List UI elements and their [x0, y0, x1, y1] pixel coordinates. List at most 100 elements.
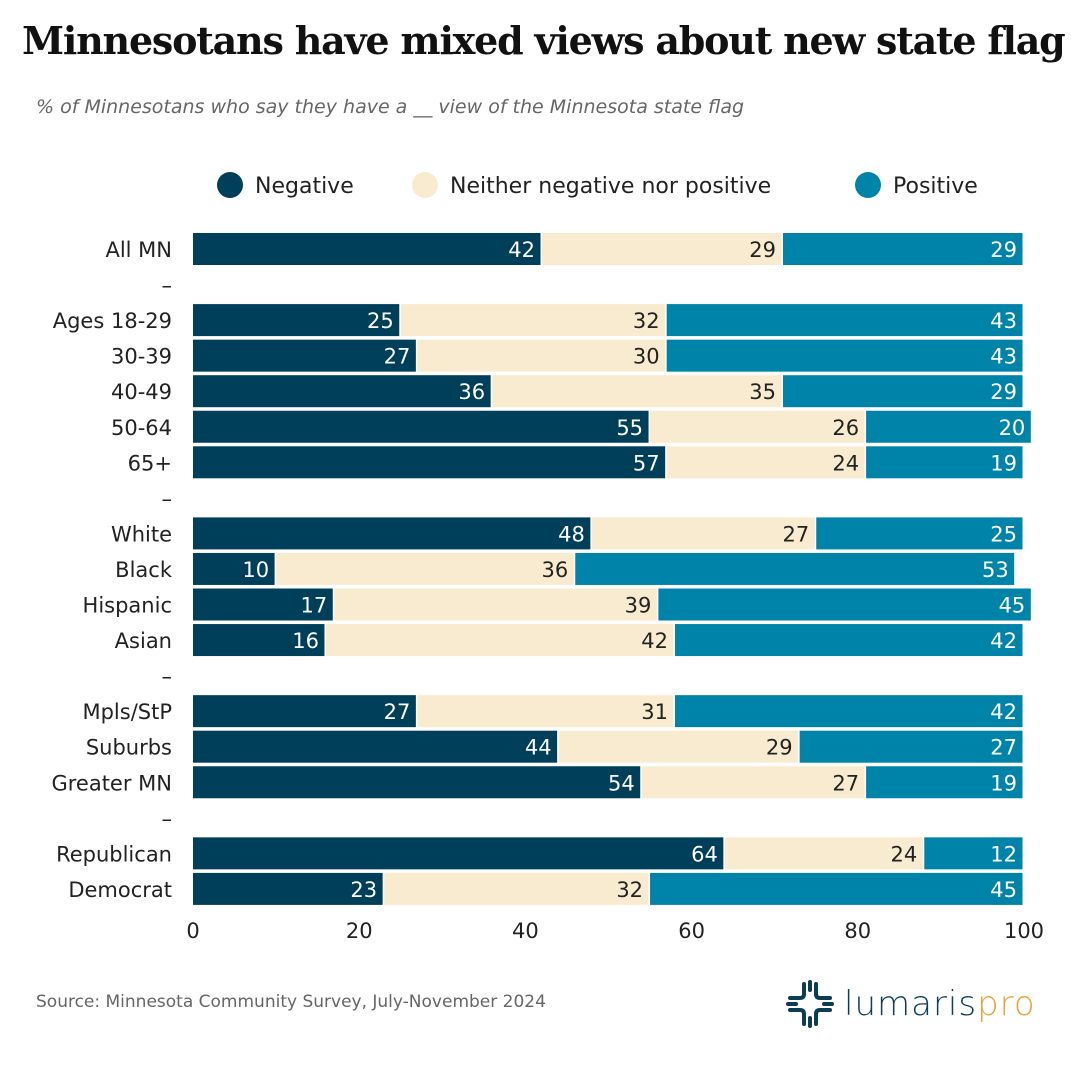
- category-label: Asian: [115, 629, 172, 653]
- data-label: 24: [832, 451, 859, 475]
- bar-segment: [799, 730, 1023, 763]
- bar-segment: [193, 837, 724, 870]
- bar-segment: [641, 766, 865, 799]
- bar-segment: [783, 233, 1023, 265]
- bar-segment: [658, 588, 1031, 621]
- category-label: Greater MN: [51, 771, 172, 795]
- category-label: Mpls/StP: [82, 700, 172, 724]
- data-label: 27: [384, 345, 411, 369]
- data-label: 29: [766, 736, 793, 760]
- data-label: 53: [982, 558, 1009, 582]
- x-tick-label: 0: [186, 919, 199, 943]
- bar-segment: [591, 517, 815, 550]
- bar-segment: [783, 375, 1023, 408]
- bar-segment: [650, 410, 865, 443]
- data-label: 36: [458, 380, 485, 404]
- bar-segment: [193, 304, 400, 337]
- bar-segment: [193, 766, 641, 799]
- source-note: Source: Minnesota Community Survey, July…: [36, 992, 546, 1012]
- bar-segment: [193, 872, 383, 905]
- bar-segment: [650, 872, 1023, 905]
- category-label: Suburbs: [86, 736, 172, 760]
- x-tick-label: 80: [844, 919, 871, 943]
- bar-segment: [193, 233, 541, 265]
- category-label: –: [162, 487, 173, 511]
- bar-segment: [193, 552, 275, 585]
- bar-segment: [276, 552, 574, 585]
- bar-segment: [193, 375, 491, 408]
- bar-segment: [866, 766, 1023, 799]
- category-label: Republican: [56, 842, 172, 866]
- data-label: 48: [558, 522, 585, 546]
- bar-segment: [666, 304, 1023, 337]
- data-label: 42: [990, 700, 1017, 724]
- bar-segment: [674, 695, 1023, 728]
- category-label: –: [162, 665, 173, 689]
- legend-label: Positive: [893, 174, 978, 199]
- bar-segment: [666, 446, 865, 479]
- data-label: 43: [990, 345, 1017, 369]
- data-label: 27: [384, 700, 411, 724]
- bar-segment: [193, 410, 649, 443]
- data-label: 45: [999, 594, 1026, 618]
- data-label: 19: [990, 771, 1017, 795]
- category-label: Hispanic: [83, 594, 172, 618]
- lumarispro-logo: lumarispro: [786, 980, 1036, 1028]
- category-label: White: [111, 522, 172, 546]
- logo-text-accent: pro: [977, 984, 1036, 1024]
- bar-segment: [193, 624, 325, 657]
- x-tick-label: 60: [678, 919, 705, 943]
- data-label: 32: [616, 878, 643, 902]
- data-label: 39: [625, 594, 652, 618]
- category-label: Democrat: [68, 878, 172, 902]
- bar-segment: [193, 339, 416, 372]
- data-label: 42: [508, 238, 535, 262]
- data-label: 23: [350, 878, 377, 902]
- data-label: 26: [832, 416, 859, 440]
- data-label: 19: [990, 451, 1017, 475]
- data-label: 27: [832, 771, 859, 795]
- legend-swatch: [855, 172, 881, 198]
- bar-segment: [674, 624, 1023, 657]
- bar-segment: [492, 375, 782, 408]
- bar-segment: [193, 730, 558, 763]
- bar-segment: [384, 872, 649, 905]
- data-label: 27: [990, 736, 1017, 760]
- bar-segment: [924, 837, 1023, 870]
- category-label: –: [162, 807, 173, 831]
- bar-segment: [400, 304, 666, 337]
- data-label: 32: [633, 309, 660, 333]
- data-label: 44: [525, 736, 552, 760]
- bar-segment: [334, 588, 657, 621]
- bar-segment: [542, 233, 782, 265]
- legend-label: Neither negative nor positive: [450, 174, 771, 199]
- legend-swatch: [412, 172, 438, 198]
- data-label: 55: [616, 416, 643, 440]
- data-label: 25: [367, 309, 394, 333]
- chart-subtitle: % of Minnesotans who say they have a __ …: [36, 96, 745, 118]
- category-label: Black: [115, 558, 173, 582]
- bar-segment: [816, 517, 1023, 550]
- data-label: 64: [691, 842, 718, 866]
- legend-label: Negative: [255, 174, 354, 199]
- bar-segment: [666, 339, 1023, 372]
- data-label: 36: [542, 558, 569, 582]
- data-label: 17: [301, 594, 328, 618]
- bar-segment: [325, 624, 674, 657]
- category-label: 65+: [128, 451, 172, 475]
- data-label: 29: [990, 380, 1017, 404]
- bar-segment: [724, 837, 923, 870]
- logo-mark-icon: [786, 980, 834, 1028]
- data-label: 42: [990, 629, 1017, 653]
- bar-segment: [193, 517, 591, 550]
- category-label: 30-39: [111, 345, 172, 369]
- category-label: 50-64: [111, 416, 172, 440]
- data-label: 29: [990, 238, 1017, 262]
- bar-segment: [558, 730, 799, 763]
- data-label: 57: [633, 451, 660, 475]
- data-label: 42: [641, 629, 668, 653]
- bar-segment: [417, 695, 674, 728]
- logo-text-main: lumaris: [844, 984, 978, 1024]
- data-label: 20: [999, 416, 1026, 440]
